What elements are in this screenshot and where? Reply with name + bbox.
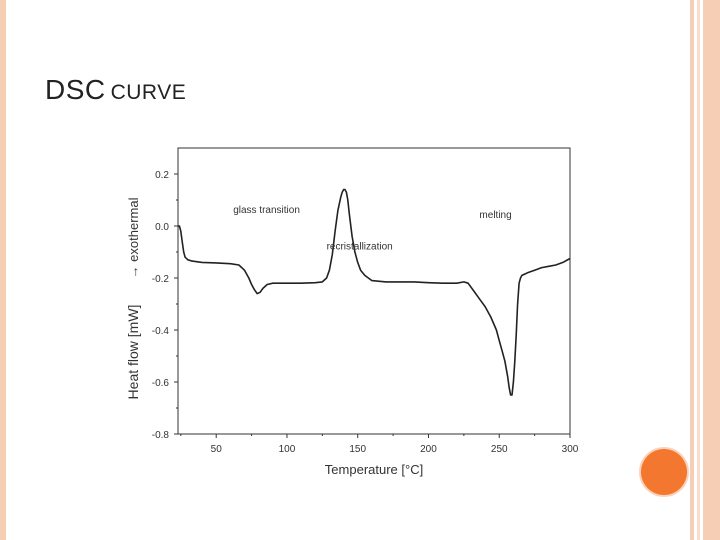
x-tick-label: 200 [420, 444, 437, 455]
y-axis-secondary-label: → exothermal [126, 197, 141, 278]
series-group [178, 188, 571, 396]
accent-circle [641, 449, 687, 495]
x-tick-label: 50 [211, 444, 223, 455]
y-tick-label: 0.0 [155, 222, 169, 233]
x-axis-label: Temperature [°C] [325, 462, 423, 477]
slide-title: DSC CURVE [45, 74, 186, 106]
slide-title-main: DSC [45, 74, 106, 105]
dsc-curve-line [178, 188, 571, 396]
plot-frame [177, 147, 571, 435]
slide-frame-right-stripe-thin [697, 0, 700, 540]
x-tick-label: 250 [491, 444, 508, 455]
slide-title-small-caps: CURVE [110, 81, 187, 104]
chart-annotation: melting [479, 210, 511, 221]
slide-frame-right-band [703, 0, 720, 540]
x-axis-ticks: 50 100 150 200 250 300 [180, 434, 579, 455]
slide-frame-right-stripe [690, 0, 694, 540]
chart-annotation: recristallization [327, 241, 393, 252]
y-tick-label: -0.4 [152, 326, 170, 337]
y-tick-label: -0.8 [152, 430, 170, 441]
y-axis-ticks: 0.2 0.0 -0.2 -0.4 -0.6 -0.8 [152, 170, 178, 441]
y-tick-label: -0.6 [152, 378, 170, 389]
x-tick-label: 150 [349, 444, 366, 455]
chart-annotation: glass transition [233, 205, 300, 216]
y-tick-label: -0.2 [152, 274, 170, 285]
x-tick-label: 100 [279, 444, 296, 455]
annotations-group: glass transition recristallization melting [233, 205, 511, 252]
slide-frame-left [0, 0, 6, 540]
y-tick-label: 0.2 [155, 170, 169, 181]
x-tick-label: 300 [562, 444, 579, 455]
y-axis-label: Heat flow [mW] [125, 305, 141, 400]
